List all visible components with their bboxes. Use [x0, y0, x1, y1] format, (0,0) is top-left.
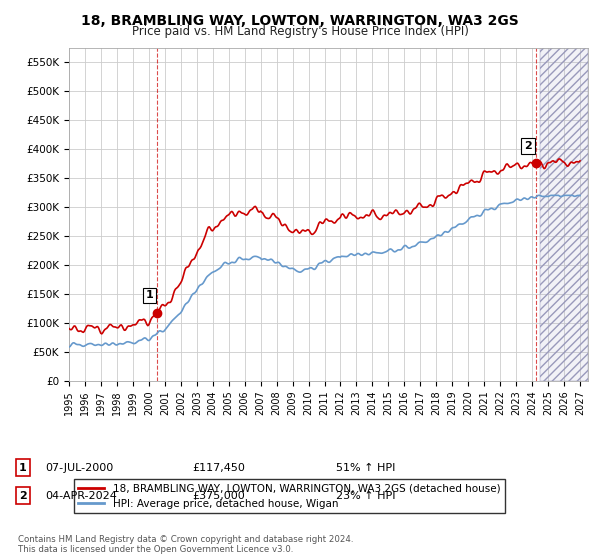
- Text: Price paid vs. HM Land Registry's House Price Index (HPI): Price paid vs. HM Land Registry's House …: [131, 25, 469, 38]
- Text: 2: 2: [524, 141, 532, 151]
- Text: £375,000: £375,000: [192, 491, 245, 501]
- Text: Contains HM Land Registry data © Crown copyright and database right 2024.
This d: Contains HM Land Registry data © Crown c…: [18, 535, 353, 554]
- Legend: 18, BRAMBLING WAY, LOWTON, WARRINGTON, WA3 2GS (detached house), HPI: Average pr: 18, BRAMBLING WAY, LOWTON, WARRINGTON, W…: [74, 479, 505, 513]
- Text: 23% ↑ HPI: 23% ↑ HPI: [336, 491, 395, 501]
- Text: 07-JUL-2000: 07-JUL-2000: [45, 463, 113, 473]
- Text: 51% ↑ HPI: 51% ↑ HPI: [336, 463, 395, 473]
- Bar: [540, 48, 588, 381]
- Text: £117,450: £117,450: [192, 463, 245, 473]
- Text: 1: 1: [145, 290, 153, 300]
- Bar: [540, 48, 588, 381]
- Text: 18, BRAMBLING WAY, LOWTON, WARRINGTON, WA3 2GS: 18, BRAMBLING WAY, LOWTON, WARRINGTON, W…: [81, 14, 519, 28]
- Text: 2: 2: [19, 491, 26, 501]
- Text: 04-APR-2024: 04-APR-2024: [45, 491, 117, 501]
- Text: 1: 1: [19, 463, 26, 473]
